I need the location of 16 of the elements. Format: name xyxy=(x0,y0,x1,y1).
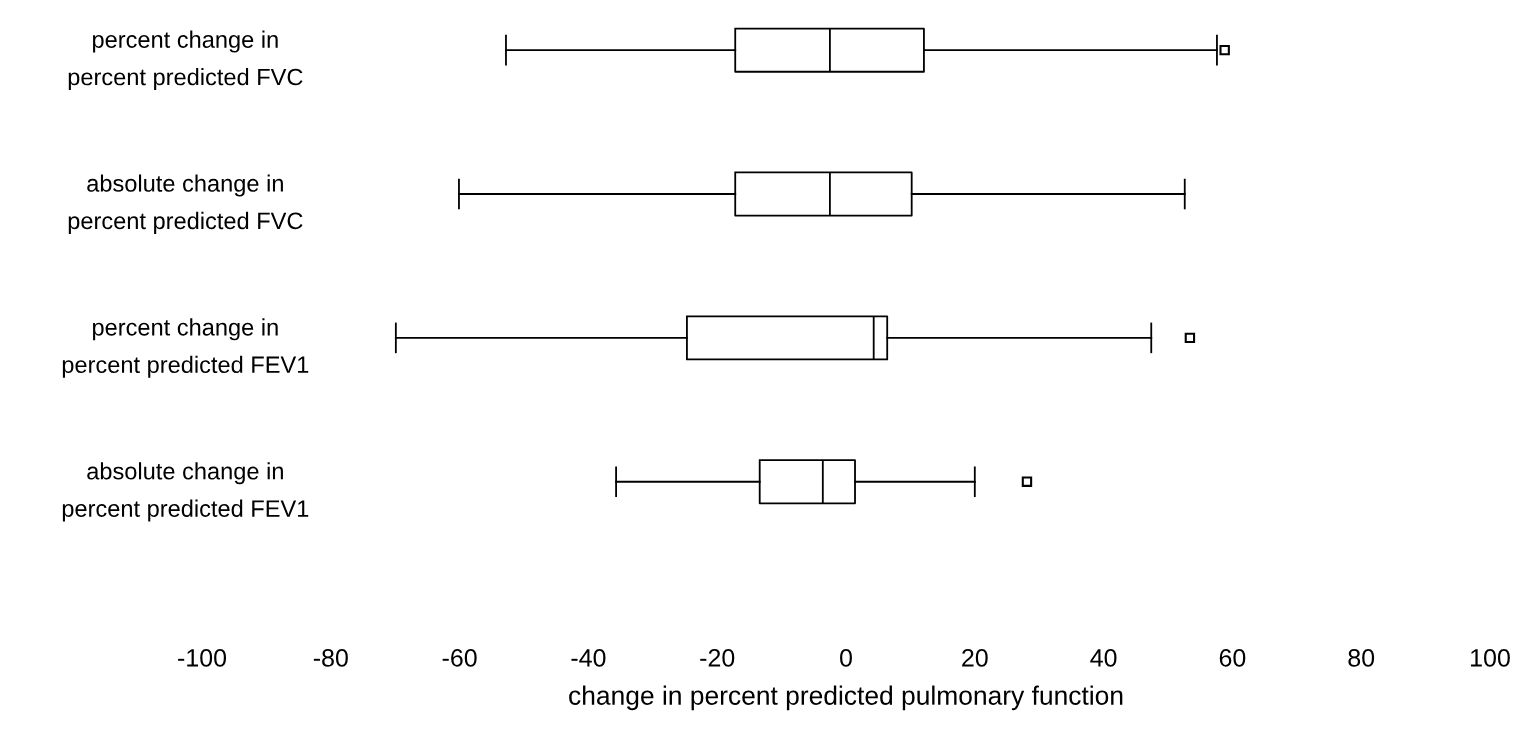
x-tick-label: -40 xyxy=(571,648,606,667)
x-tick-label: 80 xyxy=(1348,648,1375,667)
x-tick-label: 60 xyxy=(1219,648,1246,667)
y-tick-label: percent change in percent predicted FEV1 xyxy=(62,318,309,378)
y-tick-label: absolute change in percent predicted FVC xyxy=(68,174,303,234)
x-tick-label: -100 xyxy=(178,648,227,667)
x-tick-label: 100 xyxy=(1471,648,1510,667)
x-tick-label: 20 xyxy=(962,648,988,667)
y-tick-label: absolute change in percent predicted FEV1 xyxy=(62,462,309,522)
x-tick-label: -60 xyxy=(442,648,477,667)
y-tick-label: percent change in percent predicted FVC xyxy=(68,30,303,91)
x-tick-label: -80 xyxy=(313,648,348,667)
x-tick-label: 40 xyxy=(1090,648,1117,667)
x-tick-label: -20 xyxy=(700,648,735,667)
x-tick-label: 0 xyxy=(840,648,852,667)
x-axis-title: change in percent predicted pulmonary function xyxy=(569,685,1123,711)
